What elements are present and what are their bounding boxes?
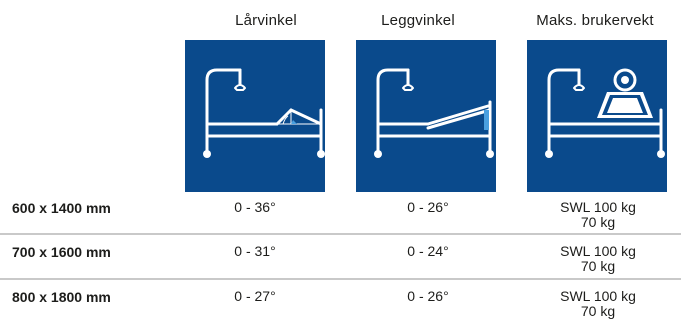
cell-max-600-line2: 70 kg xyxy=(580,214,616,230)
header-leg-angle: Leggvinkel xyxy=(381,12,455,29)
header-max-user-weight: Maks. brukervekt xyxy=(536,12,654,29)
row-label-700x1600: 700 x 1600 mm xyxy=(12,244,111,260)
cell-leg-800: 0 - 26° xyxy=(407,288,449,304)
cell-thigh-800: 0 - 27° xyxy=(234,288,276,304)
cell-max-600-line1: SWL 100 kg xyxy=(560,199,636,215)
row-label-800x1800: 800 x 1800 mm xyxy=(12,289,111,305)
cell-max-800-line1: SWL 100 kg xyxy=(560,288,636,304)
cell-max-800-line2: 70 kg xyxy=(580,303,616,319)
cell-max-700-line2: 70 kg xyxy=(580,258,616,274)
cell-leg-700: 0 - 24° xyxy=(407,243,449,259)
cell-leg-600: 0 - 26° xyxy=(407,199,449,215)
leg-angle-bed-icon xyxy=(356,40,496,192)
row-separator xyxy=(0,278,681,280)
row-label-600x1400: 600 x 1400 mm xyxy=(12,200,111,216)
header-thigh-angle: Lårvinkel xyxy=(235,12,297,29)
row-separator xyxy=(0,233,681,235)
cell-thigh-700: 0 - 31° xyxy=(234,243,276,259)
weight-bed-icon xyxy=(527,40,667,192)
cell-max-700-line1: SWL 100 kg xyxy=(560,243,636,259)
thigh-angle-bed-icon xyxy=(185,40,325,192)
cell-thigh-600: 0 - 36° xyxy=(234,199,276,215)
